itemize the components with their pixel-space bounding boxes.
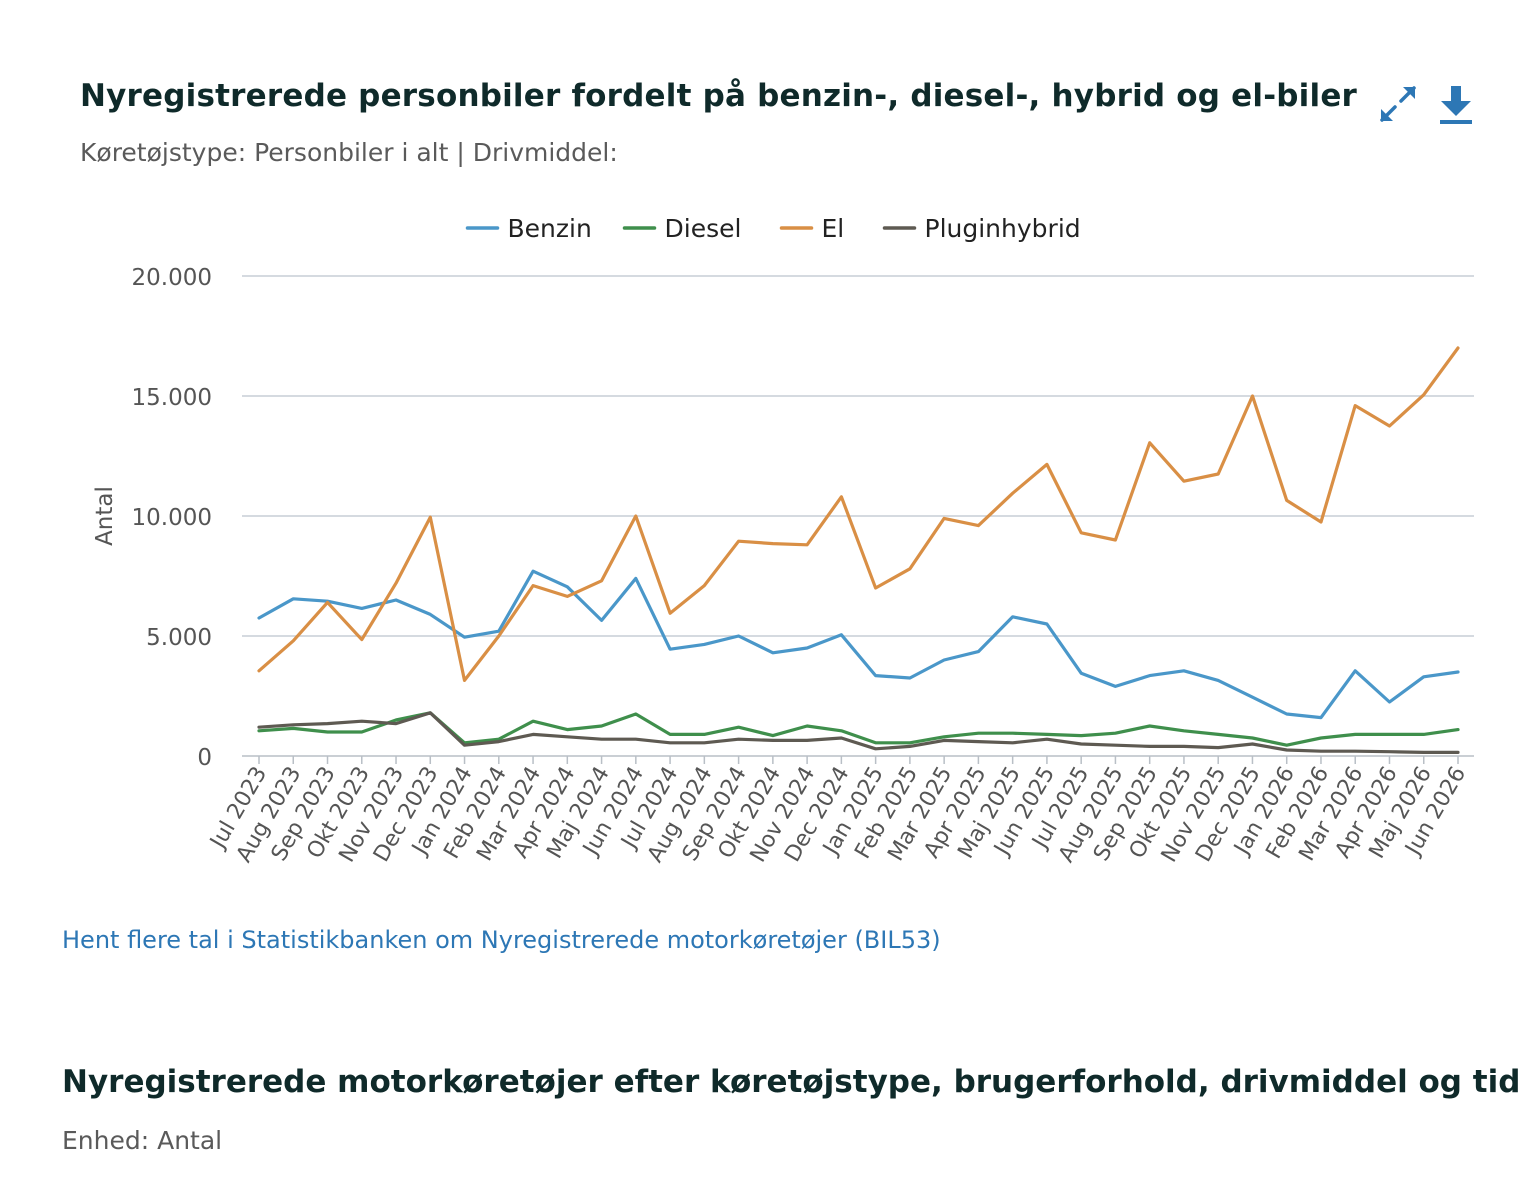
y-tick-label: 0 <box>197 745 212 771</box>
chart-title: Nyregistrerede personbiler fordelt på be… <box>80 78 1358 114</box>
series-line-el <box>257 346 1460 682</box>
y-tick-label: 15.000 <box>132 385 212 411</box>
y-tick-label: 10.000 <box>132 505 212 531</box>
legend-label: Benzin <box>508 214 592 243</box>
chart-subtitle: Køretøjstype: Personbiler i alt | Drivmi… <box>80 138 618 167</box>
y-tick-label: 5.000 <box>146 625 212 651</box>
table-unit: Enhed: Antal <box>62 1126 223 1155</box>
y-tick-label: 20.000 <box>132 265 212 291</box>
y-axis-label: Antal <box>92 486 118 546</box>
legend-label: Pluginhybrid <box>925 214 1081 243</box>
series-line-diesel <box>257 711 1460 747</box>
series-line-benzin <box>257 569 1460 720</box>
table-title: Nyregistrerede motorkøretøjer efter køre… <box>62 1064 1521 1100</box>
legend-label: El <box>822 214 845 243</box>
expand-button[interactable] <box>1376 82 1420 126</box>
legend-label: Diesel <box>665 214 742 243</box>
expand-icon <box>1380 86 1416 122</box>
download-icon <box>1440 86 1472 124</box>
series-line-pluginhybrid <box>257 711 1460 755</box>
download-button[interactable] <box>1434 82 1478 126</box>
statistikbanken-link[interactable]: Hent flere tal i Statistikbanken om Nyre… <box>62 926 941 954</box>
